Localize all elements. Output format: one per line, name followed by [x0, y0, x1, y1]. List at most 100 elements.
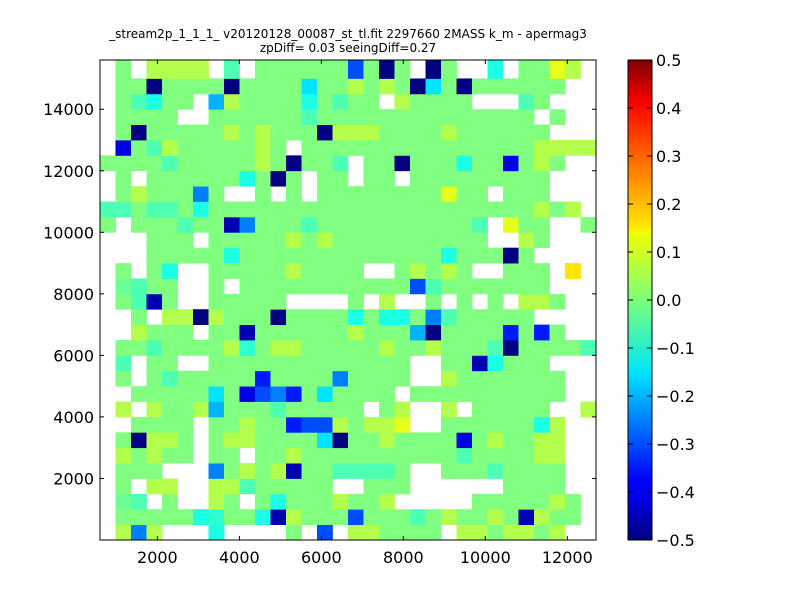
heatmap-cell	[286, 463, 302, 479]
heatmap-cell	[502, 78, 519, 95]
heatmap-cell	[286, 493, 302, 510]
heatmap-cell	[162, 78, 178, 95]
heatmap-cell	[270, 493, 287, 510]
heatmap-cell	[208, 201, 225, 218]
heatmap-cell	[348, 60, 364, 79]
heatmap-cell	[472, 201, 488, 218]
heatmap-cell	[534, 278, 550, 295]
heatmap-cell	[456, 447, 473, 464]
heatmap-cell	[549, 60, 566, 79]
heatmap-cell	[193, 340, 209, 356]
heatmap-cell	[363, 186, 380, 202]
heatmap-cell	[534, 232, 550, 249]
heatmap-cell	[146, 432, 163, 449]
heatmap-cell	[502, 340, 519, 356]
heatmap-cell	[177, 432, 194, 449]
heatmap-cell	[410, 201, 426, 218]
heatmap-cell	[224, 93, 240, 110]
heatmap-cell	[286, 247, 302, 264]
heatmap-cell	[363, 60, 380, 79]
heatmap-cell	[301, 386, 318, 402]
heatmap-cell	[518, 355, 535, 372]
heatmap-cell	[441, 155, 457, 172]
heatmap-cell	[487, 140, 504, 156]
heatmap-cell	[254, 324, 271, 341]
heatmap-cell	[394, 355, 411, 372]
heatmap-cell	[115, 340, 132, 356]
heatmap-cell	[130, 416, 147, 433]
heatmap-cell	[301, 355, 318, 372]
heatmap-cell	[456, 370, 473, 387]
heatmap-cell	[565, 60, 581, 79]
heatmap-cell	[115, 278, 132, 295]
heatmap-cell	[378, 416, 395, 433]
heatmap-cell	[301, 278, 318, 295]
heatmap-cell	[502, 109, 519, 126]
heatmap-cell	[301, 463, 318, 479]
heatmap-cell	[239, 370, 256, 387]
heatmap-cell	[378, 170, 395, 187]
heatmap-cell	[472, 78, 488, 95]
heatmap-cell	[441, 124, 457, 141]
heatmap-cell	[286, 355, 302, 372]
heatmap-cell	[441, 140, 457, 156]
heatmap-cell	[378, 324, 395, 341]
heatmap-cell	[378, 370, 395, 387]
heatmap-cell	[224, 416, 240, 433]
heatmap-cell	[410, 170, 426, 187]
heatmap-cell	[254, 109, 271, 126]
heatmap-cell	[224, 201, 240, 218]
heatmap-cell	[270, 309, 287, 326]
heatmap-cell	[534, 355, 550, 372]
heatmap-cell	[162, 447, 178, 464]
heatmap-cell	[472, 109, 488, 126]
heatmap-cell	[502, 247, 519, 264]
heatmap-cell	[254, 416, 271, 433]
plot-frame	[99, 59, 597, 541]
heatmap-cell	[270, 447, 287, 464]
heatmap-cell	[518, 386, 535, 402]
heatmap-cell	[502, 124, 519, 141]
heatmap-cell	[441, 263, 457, 279]
heatmap-cell	[441, 401, 457, 418]
heatmap-cell	[317, 278, 333, 295]
heatmap-cell	[224, 370, 240, 387]
heatmap-cell	[208, 493, 225, 510]
heatmap-cell	[348, 93, 364, 110]
heatmap-cell	[534, 124, 550, 141]
heatmap-cell	[177, 401, 194, 418]
heatmap-cell	[487, 509, 504, 526]
heatmap-cell	[239, 309, 256, 326]
heatmap-cell	[425, 247, 442, 264]
heatmap-cell	[317, 78, 333, 95]
heatmap-cell	[378, 432, 395, 449]
heatmap-cell	[100, 155, 116, 172]
heatmap-cell	[425, 201, 442, 218]
heatmap-cell	[193, 247, 209, 264]
heatmap-cell	[130, 509, 147, 526]
heatmap-cell	[332, 140, 349, 156]
heatmap-cell	[518, 216, 535, 233]
heatmap-cell	[239, 293, 256, 310]
heatmap-cell	[270, 370, 287, 387]
heatmap-cell	[518, 93, 535, 110]
heatmap-cell	[549, 416, 566, 433]
heatmap-cell	[115, 463, 132, 479]
heatmap-cell	[425, 293, 442, 310]
heatmap-cell	[425, 340, 442, 356]
heatmap-cell	[502, 524, 519, 541]
heatmap-cell	[208, 93, 225, 110]
heatmap-cell	[301, 309, 318, 326]
heatmap-cell	[208, 386, 225, 402]
heatmap-cell	[378, 340, 395, 356]
heatmap-cell	[146, 340, 163, 356]
heatmap-cell	[286, 60, 302, 79]
heatmap-cell	[378, 109, 395, 126]
heatmap-cell	[208, 278, 225, 295]
heatmap-cell	[193, 309, 209, 326]
heatmap-cell	[301, 93, 318, 110]
heatmap-cell	[224, 124, 240, 141]
heatmap-cell	[115, 201, 132, 218]
heatmap-cell	[549, 370, 566, 387]
heatmap-cell	[317, 340, 333, 356]
